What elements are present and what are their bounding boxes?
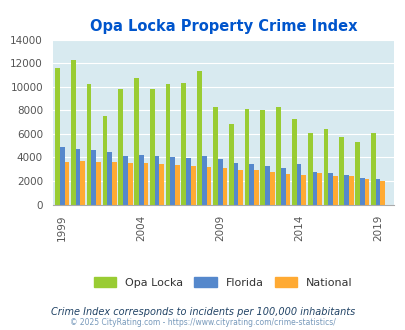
Text: Crime Index corresponds to incidents per 100,000 inhabitants: Crime Index corresponds to incidents per…	[51, 307, 354, 317]
Bar	[238, 170, 243, 205]
Bar	[291, 118, 296, 205]
Bar	[206, 167, 211, 205]
Bar	[60, 147, 64, 205]
Bar	[154, 156, 159, 205]
Bar	[323, 129, 328, 205]
Bar	[280, 168, 285, 205]
Bar	[260, 110, 264, 205]
Bar	[75, 148, 80, 205]
Bar	[149, 88, 154, 205]
Bar	[181, 83, 186, 205]
Bar	[354, 142, 359, 205]
Bar	[312, 172, 316, 205]
Bar	[165, 84, 170, 205]
Bar	[254, 170, 258, 205]
Bar	[244, 109, 249, 205]
Bar	[348, 176, 353, 205]
Bar	[80, 161, 85, 205]
Bar	[96, 162, 101, 205]
Bar	[55, 68, 60, 205]
Bar	[359, 178, 364, 205]
Bar	[364, 179, 369, 205]
Bar	[343, 175, 348, 205]
Bar	[339, 137, 343, 205]
Bar	[370, 133, 375, 205]
Bar	[307, 133, 312, 205]
Bar	[91, 150, 96, 205]
Title: Opa Locka Property Crime Index: Opa Locka Property Crime Index	[90, 19, 356, 34]
Bar	[134, 79, 139, 205]
Bar	[249, 164, 254, 205]
Bar	[197, 71, 201, 205]
Bar	[285, 174, 290, 205]
Bar	[123, 156, 128, 205]
Bar	[87, 84, 91, 205]
Bar	[139, 155, 143, 205]
Bar	[143, 163, 148, 205]
Bar	[107, 152, 112, 205]
Bar	[233, 163, 238, 205]
Bar	[332, 176, 337, 205]
Bar	[316, 173, 321, 205]
Bar	[375, 179, 379, 205]
Bar	[213, 107, 217, 205]
Bar	[190, 166, 195, 205]
Bar	[170, 157, 175, 205]
Bar	[64, 162, 69, 205]
Bar	[275, 107, 280, 205]
Bar	[175, 165, 179, 205]
Bar	[128, 163, 132, 205]
Bar	[159, 164, 164, 205]
Text: © 2025 CityRating.com - https://www.cityrating.com/crime-statistics/: © 2025 CityRating.com - https://www.city…	[70, 318, 335, 327]
Bar	[301, 175, 305, 205]
Bar	[379, 181, 384, 205]
Bar	[228, 124, 233, 205]
Bar	[186, 158, 190, 205]
Bar	[222, 168, 227, 205]
Bar	[269, 172, 274, 205]
Bar	[112, 162, 116, 205]
Bar	[201, 156, 206, 205]
Bar	[328, 173, 332, 205]
Bar	[264, 166, 269, 205]
Bar	[217, 159, 222, 205]
Bar	[118, 88, 123, 205]
Bar	[71, 60, 75, 205]
Bar	[296, 164, 301, 205]
Legend: Opa Locka, Florida, National: Opa Locka, Florida, National	[90, 273, 356, 292]
Bar	[102, 116, 107, 205]
